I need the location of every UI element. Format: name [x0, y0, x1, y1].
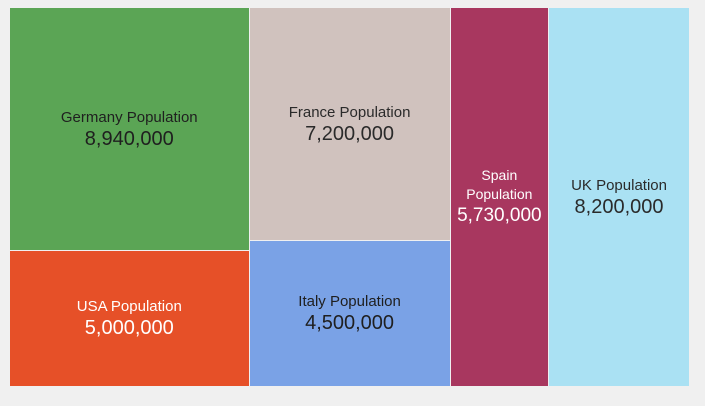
- treemap-cell-value: 8,940,000: [84, 127, 174, 150]
- treemap-cell-germany-population[interactable]: Germany Population 8,940,000: [10, 8, 250, 252]
- treemap-cell-value: 7,200,000: [305, 122, 395, 145]
- treemap-cell-uk-population[interactable]: UK Population 8,200,000: [549, 8, 690, 387]
- treemap-cell-label: USA Population: [76, 298, 182, 316]
- treemap-cell-value: 5,730,000: [457, 205, 542, 226]
- treemap-cell-label: France Population: [288, 103, 411, 121]
- treemap-cell-spain-population[interactable]: Spain Population 5,730,000: [450, 8, 550, 387]
- treemap-cell-label: UK Population: [571, 176, 667, 194]
- treemap-cell-label: Germany Population: [60, 108, 198, 126]
- treemap-cell-usa-population[interactable]: USA Population 5,000,000: [10, 251, 250, 387]
- treemap-cell-value: 5,000,000: [84, 317, 174, 340]
- treemap-cell-value: 8,200,000: [574, 195, 664, 218]
- treemap-cell-label: Italy Population: [298, 293, 401, 311]
- treemap-cell-label: Spain Population: [466, 167, 533, 202]
- treemap-cell-value: 4,500,000: [305, 312, 395, 335]
- treemap-cell-france-population[interactable]: France Population 7,200,000: [249, 8, 451, 242]
- treemap-cell-italy-population[interactable]: Italy Population 4,500,000: [249, 241, 451, 387]
